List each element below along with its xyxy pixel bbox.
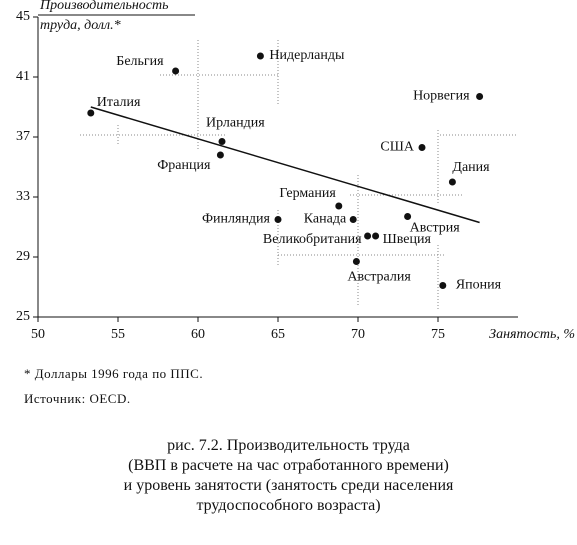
x-tick-label: 70 — [351, 327, 365, 342]
point — [216, 151, 224, 159]
source: Источник: OECD. — [24, 391, 131, 406]
point — [352, 258, 360, 265]
point-label: США — [380, 140, 414, 155]
point — [476, 93, 484, 100]
chart: 25 29 33 37 41 45 50 55 60 65 70 75 Производительнос… — [16, 0, 575, 342]
y-axis-title: Производительность — [39, 0, 168, 13]
x-tick-label: 55 — [111, 327, 125, 342]
point — [172, 67, 180, 75]
y-tick-label: 25 — [16, 309, 30, 324]
point-label: Норвегия — [413, 89, 470, 104]
point-label: Канада — [304, 212, 347, 227]
caption-line: рис. 7.2. Производительность труда — [167, 437, 410, 454]
y-tick-label: 45 — [16, 9, 30, 24]
point-label: Ирландия — [206, 116, 265, 131]
point — [372, 232, 380, 240]
point-label: Австрия — [410, 221, 461, 236]
point-label: Австралия — [347, 270, 411, 285]
point — [349, 216, 357, 223]
point-label: Дания — [452, 160, 490, 175]
x-axis-title: Занятость, % — [489, 327, 575, 342]
y-tick-label: 29 — [16, 249, 30, 264]
trend-line — [90, 106, 480, 224]
point — [404, 213, 412, 220]
x-tick-label: 60 — [191, 327, 205, 342]
point-label: Германия — [279, 186, 336, 201]
y-tick-label: 37 — [16, 129, 30, 144]
point — [256, 52, 264, 60]
point — [218, 138, 226, 145]
x-tick-label: 75 — [431, 327, 445, 342]
point-label: Франция — [157, 158, 211, 173]
y-axis-title: труда, долл.* — [40, 18, 121, 33]
point — [274, 216, 282, 223]
point-label: Нидерланды — [269, 48, 345, 63]
point — [87, 109, 95, 117]
caption-line: (ВВП в расчете на час отработанного врем… — [128, 457, 449, 474]
point-label: Япония — [456, 278, 502, 293]
point-label: Финляндия — [202, 212, 271, 227]
point — [335, 202, 343, 210]
point — [439, 282, 447, 289]
caption-line: трудоспособного возраста) — [196, 497, 381, 514]
point-label: Италия — [97, 95, 141, 110]
point — [448, 178, 456, 186]
x-tick-label: 65 — [271, 327, 285, 342]
point — [418, 144, 426, 151]
point — [364, 232, 372, 240]
point-label: Бельгия — [116, 54, 164, 69]
caption-line: и уровень занятости (занятость среди нас… — [123, 477, 454, 494]
x-tick-label: 50 — [31, 327, 45, 342]
footnote: * Доллары 1996 года по ППС. — [24, 366, 204, 381]
y-tick-label: 33 — [16, 189, 30, 204]
y-tick-label: 41 — [16, 69, 30, 84]
point-label: Великобритания — [263, 232, 362, 247]
point-label: Швеция — [383, 232, 432, 247]
